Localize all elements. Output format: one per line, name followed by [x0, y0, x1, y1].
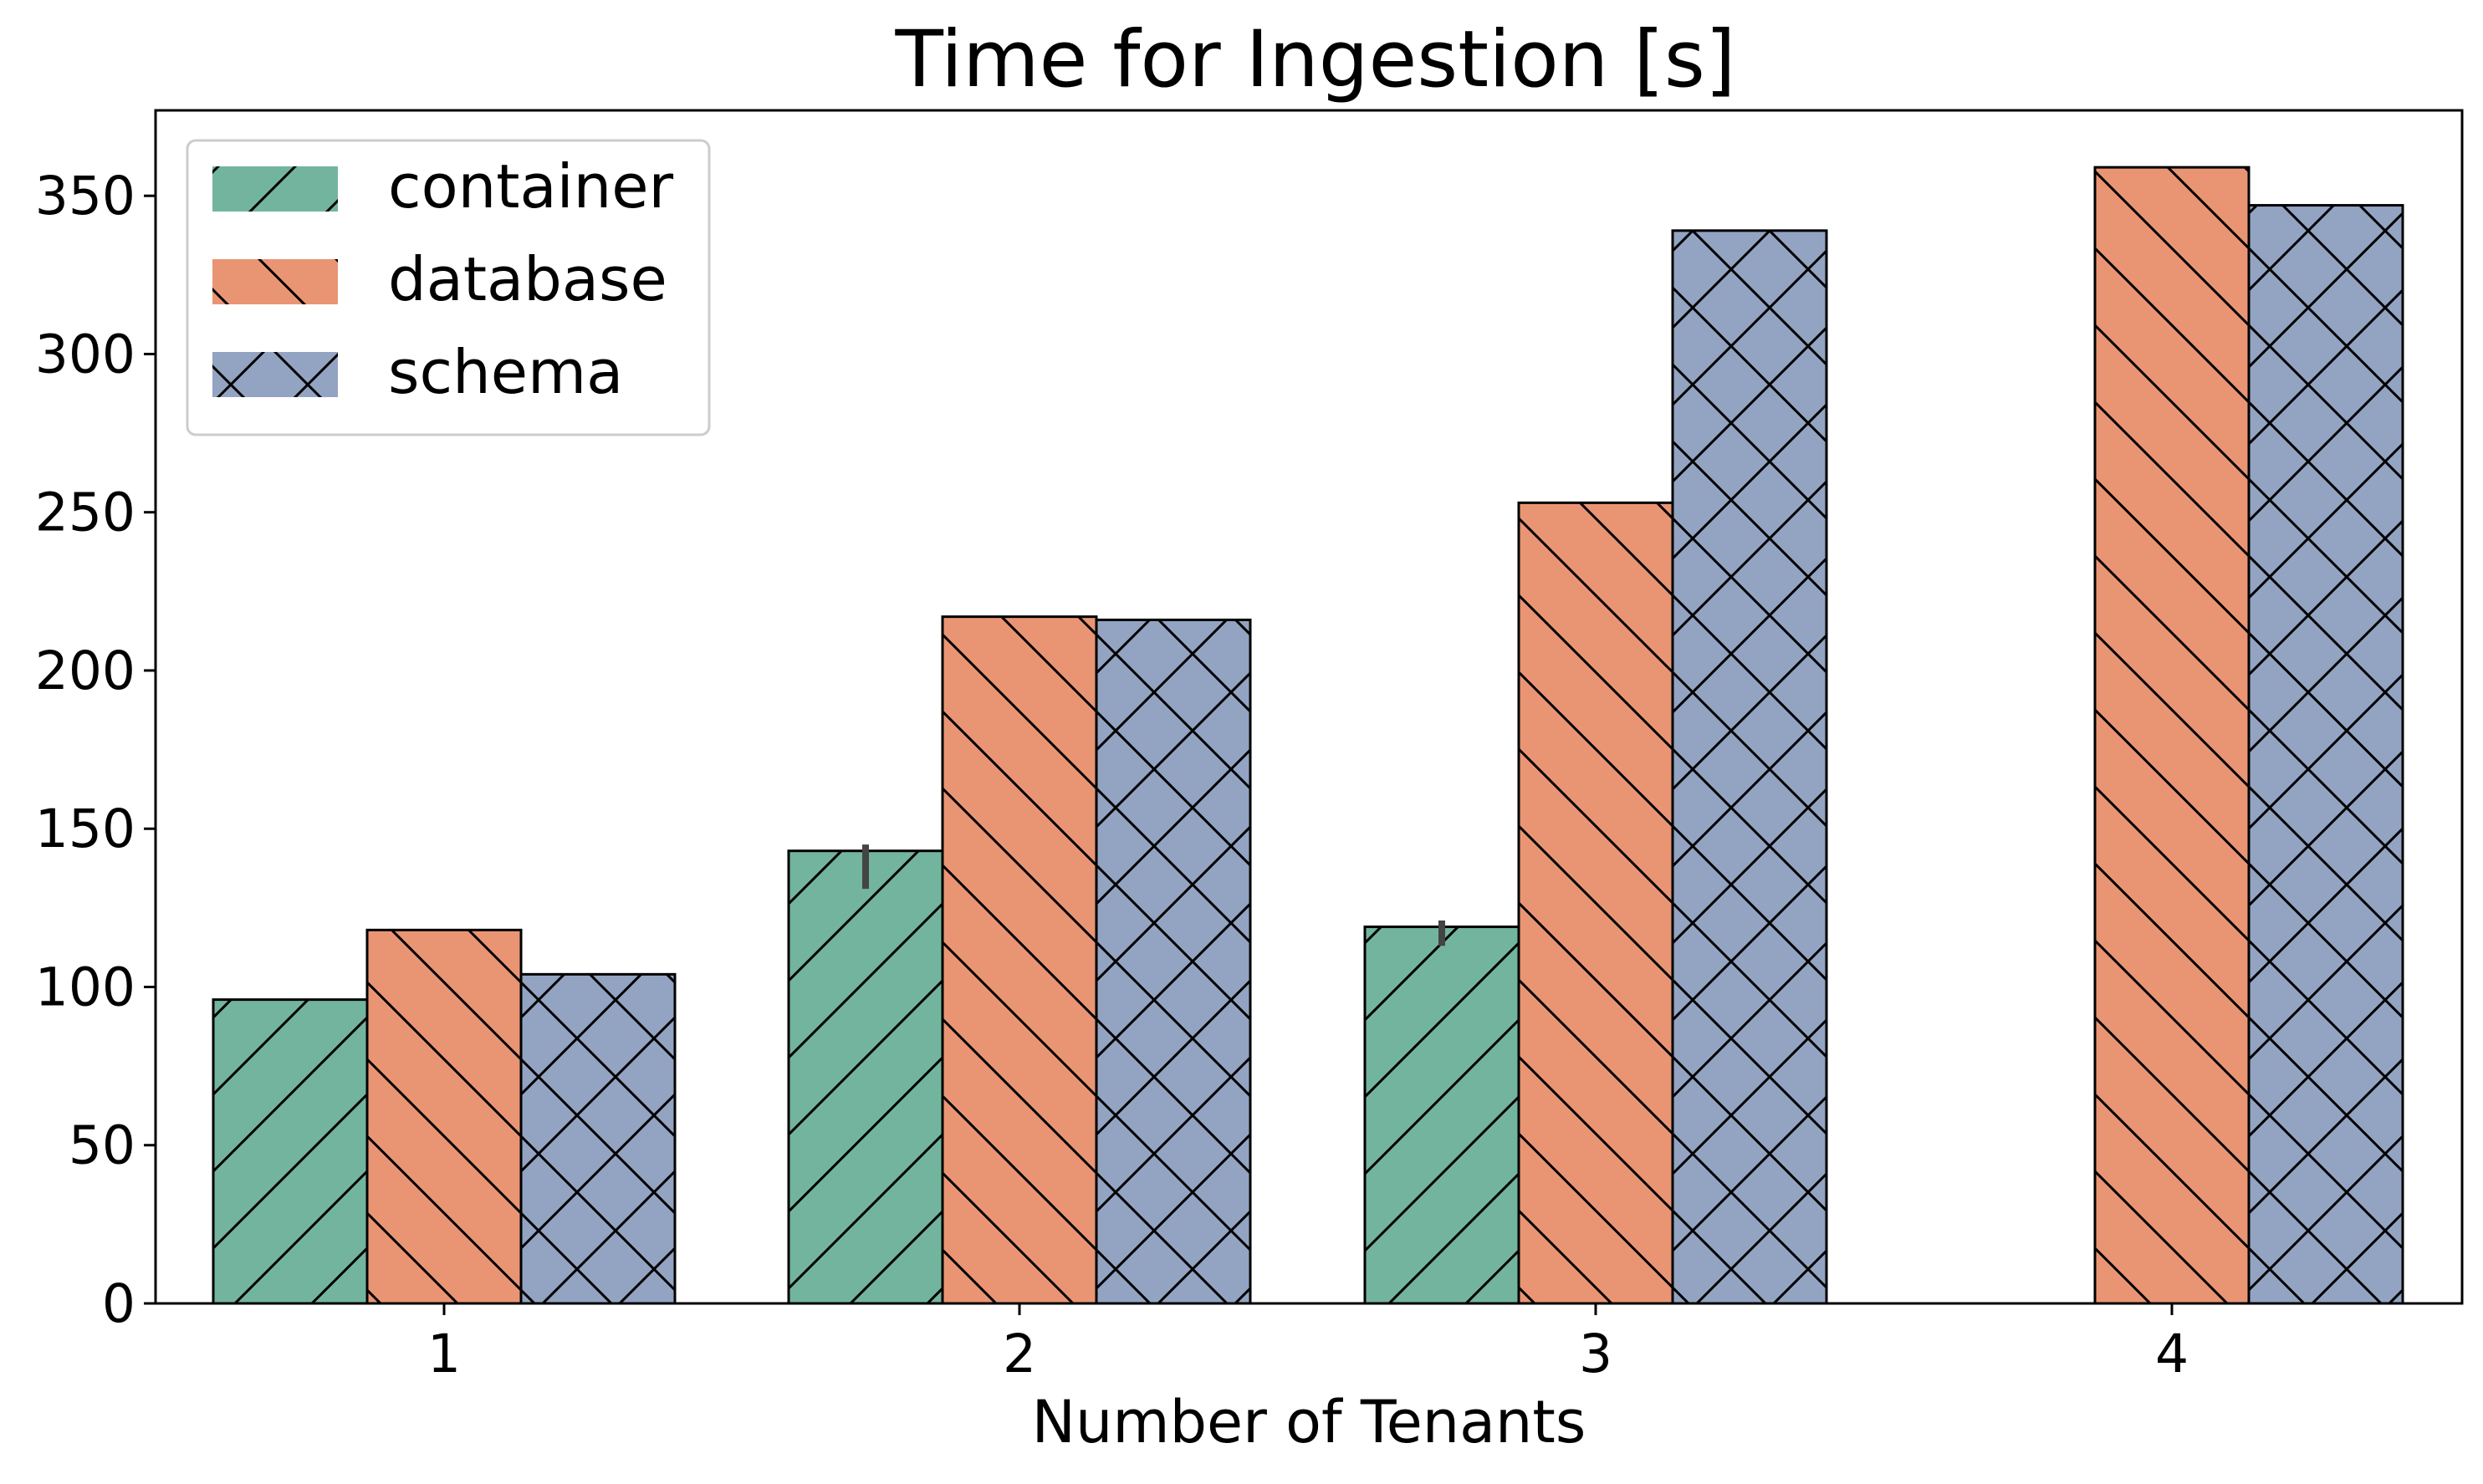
y-tick-label: 50: [69, 1115, 135, 1176]
x-tick-label: 1: [427, 1323, 461, 1385]
legend-entry-schema: schema: [212, 337, 623, 407]
x-tick-label: 3: [1579, 1323, 1612, 1385]
bar-database-1: [365, 928, 523, 1305]
bar-container-1: [212, 998, 369, 1305]
y-tick-label: 250: [35, 482, 135, 543]
x-tick-label: 2: [1003, 1323, 1036, 1385]
y-tick-label: 300: [35, 324, 135, 385]
bar-database-3: [1517, 501, 1674, 1305]
y-tick-label: 200: [35, 640, 135, 701]
bar-container-2: [787, 849, 944, 1305]
y-tick-label: 0: [102, 1273, 135, 1334]
x-axis: 1 2 3 4: [427, 1303, 2189, 1385]
legend-label: database: [388, 244, 667, 314]
legend-label: schema: [388, 337, 623, 407]
x-axis-label: Number of Tenants: [1032, 1388, 1586, 1456]
bar-database-2: [941, 615, 1098, 1305]
y-tick-label: 150: [35, 798, 135, 859]
x-tick-label: 4: [2155, 1323, 2189, 1385]
y-axis: 0 50 100 150 200 250 300 350: [35, 166, 156, 1334]
bar-container-3: [1363, 926, 1520, 1305]
legend-entry-database: database: [212, 244, 667, 314]
y-tick-label: 100: [35, 956, 135, 1017]
bar-schema-2: [1095, 618, 1252, 1305]
bars-layer: [212, 166, 2404, 1305]
bar-database-4: [2093, 166, 2251, 1305]
chart-title: Time for Ingestion [s]: [894, 14, 1735, 105]
bar-schema-4: [2247, 204, 2404, 1305]
legend: container database schema: [186, 139, 711, 436]
bar-schema-3: [1671, 229, 1828, 1305]
plot-frame: [154, 109, 2464, 1305]
y-tick-label: 350: [35, 166, 135, 227]
bar-schema-1: [519, 972, 677, 1305]
legend-entry-container: container: [212, 151, 674, 222]
legend-label: container: [388, 151, 674, 222]
